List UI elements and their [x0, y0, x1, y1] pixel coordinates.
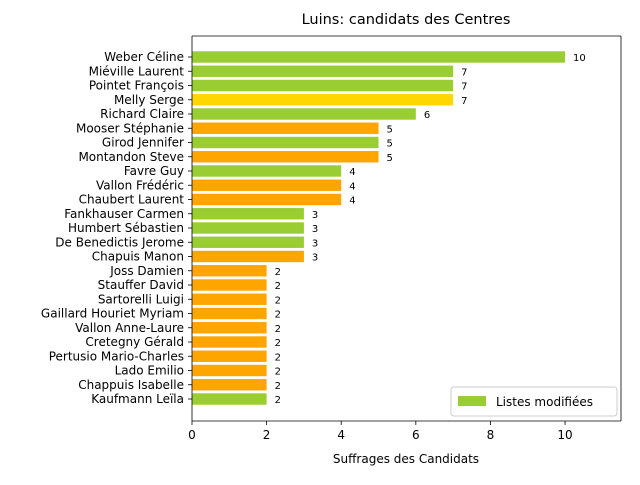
data-label: 5 — [387, 153, 393, 164]
bar — [192, 122, 379, 134]
y-tick-label: De Benedictis Jerome — [55, 235, 184, 249]
data-label: 2 — [275, 281, 281, 292]
data-label: 4 — [349, 167, 355, 178]
chart-title: Luins: candidats des Centres — [302, 12, 511, 28]
y-tick-label: Chappuis Isabelle — [78, 378, 184, 392]
data-label: 2 — [275, 352, 281, 363]
bar — [192, 265, 267, 277]
y-tick-label: Pertusio Mario-Charles — [49, 349, 184, 363]
legend-frame — [450, 386, 618, 417]
data-label: 5 — [387, 139, 393, 150]
bar — [192, 279, 267, 291]
bar — [192, 350, 267, 362]
y-tick-label: Cretegny Gérald — [85, 335, 184, 349]
bar — [192, 65, 454, 77]
bar — [192, 94, 454, 106]
data-label: 3 — [312, 224, 318, 235]
data-label: 2 — [275, 324, 281, 335]
data-label: 6 — [424, 110, 430, 121]
legend-swatch — [458, 396, 486, 406]
y-tick-label: Joss Damien — [109, 264, 184, 278]
bar — [192, 293, 267, 305]
bar — [192, 336, 267, 348]
y-tick-label: Gaillard Houriet Myriam — [41, 307, 184, 321]
x-tick-label: 0 — [188, 428, 196, 442]
bar — [192, 136, 379, 149]
bar — [192, 108, 416, 120]
y-tick-label: Girod Jennifer — [102, 136, 184, 150]
data-label: 7 — [461, 96, 467, 107]
y-tick-label: Stauffer David — [98, 278, 184, 292]
y-tick-label: Montandon Steve — [78, 150, 184, 164]
y-tick-label: Weber Céline — [104, 50, 184, 64]
data-label: 4 — [349, 181, 355, 192]
data-label: 4 — [349, 196, 355, 207]
data-label: 5 — [387, 124, 393, 135]
y-tick-label: Humbert Sébastien — [68, 221, 184, 235]
bar — [192, 236, 304, 248]
bar — [192, 151, 379, 163]
y-tick-label: Chapuis Manon — [92, 250, 184, 264]
data-label: 7 — [461, 82, 467, 93]
data-label: 2 — [275, 338, 281, 349]
bar — [192, 79, 454, 92]
x-tick-label: 6 — [412, 428, 420, 442]
legend: Listes modifiées — [450, 386, 618, 417]
y-tick-label: Fankhauser Carmen — [64, 207, 184, 221]
data-label: 2 — [275, 395, 281, 406]
bar — [192, 165, 342, 177]
y-tick-label: Vallon Frédéric — [96, 178, 184, 192]
x-tick-label: 4 — [337, 428, 345, 442]
data-label: 2 — [275, 310, 281, 321]
bar — [192, 250, 304, 263]
x-tick-label: 8 — [487, 428, 495, 442]
bar — [192, 208, 304, 220]
y-tick-label: Chaubert Laurent — [79, 193, 185, 207]
x-axis-label: Suffrages des Candidats — [333, 452, 479, 466]
data-label: 2 — [275, 295, 281, 306]
y-tick-label: Pointet François — [89, 79, 184, 93]
y-tick-label: Kaufmann Leïla — [91, 392, 184, 406]
data-label: 2 — [275, 367, 281, 378]
x-tick-label: 2 — [263, 428, 271, 442]
legend-entry-label: Listes modifiées — [496, 395, 593, 409]
bar — [192, 51, 566, 63]
y-tick-label: Melly Serge — [114, 93, 184, 107]
bar — [192, 322, 267, 334]
y-tick-label: Mooser Stéphanie — [76, 121, 184, 135]
bar — [192, 364, 267, 377]
bar — [192, 393, 267, 405]
y-tick-label: Miéville Laurent — [89, 64, 185, 78]
data-label: 3 — [312, 210, 318, 221]
data-label: 2 — [275, 267, 281, 278]
y-tick-label: Richard Claire — [100, 107, 184, 121]
bar — [192, 222, 304, 234]
data-label: 7 — [461, 67, 467, 78]
bar — [192, 379, 267, 391]
data-label: 2 — [275, 381, 281, 392]
y-tick-label: Favre Guy — [124, 164, 184, 178]
bar — [192, 179, 342, 191]
data-label: 3 — [312, 238, 318, 249]
data-label: 10 — [573, 53, 586, 64]
y-tick-label: Sartorelli Luigi — [98, 292, 184, 306]
y-tick-label: Vallon Anne-Laure — [75, 321, 184, 335]
y-tick-label: Lado Emilio — [115, 364, 184, 378]
bar — [192, 193, 342, 206]
data-label: 3 — [312, 253, 318, 264]
bar — [192, 307, 267, 320]
x-tick-label: 10 — [557, 428, 572, 442]
